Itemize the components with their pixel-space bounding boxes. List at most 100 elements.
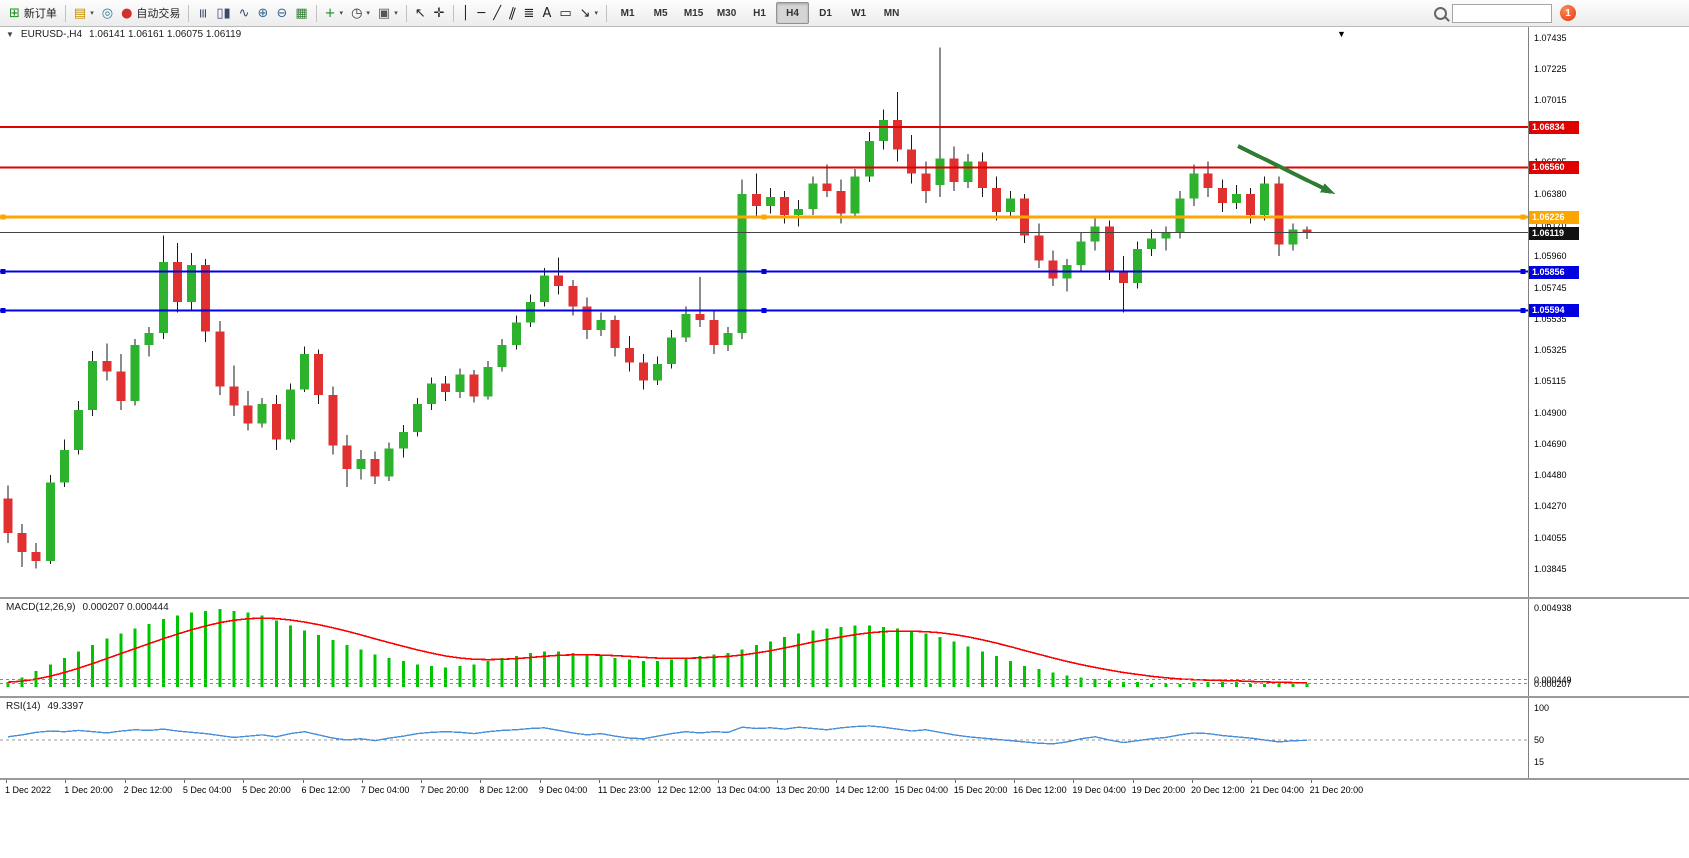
- timeframe-h1[interactable]: H1: [753, 7, 766, 19]
- notifications-badge[interactable]: 1: [1560, 5, 1576, 21]
- bear-candle: [370, 458, 380, 477]
- line-handle[interactable]: [1520, 307, 1526, 313]
- line-handle[interactable]: [761, 307, 767, 313]
- time-axis-label: 19 Dec 04:00: [1072, 785, 1126, 795]
- new-order-button[interactable]: ⊞ 新订单: [5, 3, 61, 24]
- bull-candle: [384, 448, 394, 477]
- line-handle[interactable]: [761, 214, 767, 220]
- timeframe-m1[interactable]: M1: [620, 7, 635, 19]
- price-chart-canvas[interactable]: [0, 26, 1689, 597]
- macd-panel[interactable]: MACD(12,26,9) 0.000207 0.000444 0.004938…: [0, 599, 1689, 696]
- arrow-shapes-icon: ↘: [579, 5, 591, 21]
- line-handle[interactable]: [1520, 269, 1526, 275]
- trendline-button[interactable]: ╱: [489, 3, 505, 24]
- templates-button[interactable]: ▣ ▾: [374, 3, 402, 24]
- macd-histogram-bar: [994, 656, 998, 687]
- line-handle[interactable]: [0, 307, 6, 313]
- macd-histogram-bar: [896, 628, 900, 687]
- toolbar-separator: [606, 4, 608, 22]
- line-handle[interactable]: [1520, 214, 1526, 220]
- profiles-button[interactable]: ◎: [98, 3, 117, 24]
- timeframe-m15[interactable]: M15: [683, 7, 704, 19]
- tile-windows-icon: ▦: [295, 5, 308, 21]
- time-tick: [658, 780, 660, 783]
- indicator-axis-label: 100: [1534, 703, 1550, 713]
- channel-icon: ∥: [506, 4, 518, 22]
- search-group: [1434, 3, 1552, 23]
- bull-candle: [412, 404, 422, 433]
- macd-histogram-bar: [557, 651, 561, 687]
- bear-candle: [624, 347, 634, 363]
- periods-button[interactable]: ◷ ▾: [347, 3, 374, 24]
- macd-histogram-bar: [938, 636, 942, 687]
- macd-histogram-bar: [543, 651, 547, 687]
- macd-histogram-bar: [1093, 678, 1097, 687]
- chart-shift-marker[interactable]: ▼: [1337, 29, 1346, 39]
- macd-histogram-bar: [670, 659, 674, 687]
- timeframe-w1[interactable]: W1: [851, 7, 867, 19]
- cursor-button[interactable]: ↖: [411, 3, 430, 24]
- indicators-button[interactable]: + ▾: [321, 3, 347, 24]
- time-tick: [895, 780, 897, 783]
- time-tick: [776, 780, 778, 783]
- time-axis-label: 14 Dec 12:00: [835, 785, 889, 795]
- timeframe-h4[interactable]: H4: [776, 2, 810, 24]
- line-handle[interactable]: [0, 269, 6, 275]
- crosshair-button[interactable]: ✛: [430, 3, 449, 24]
- macd-histogram-bar: [740, 649, 744, 687]
- price-chart-panel[interactable]: ▼ EURUSD-,H4 1.06141 1.06161 1.06075 1.0…: [0, 26, 1689, 597]
- price-axis-tick: 1.05535: [1534, 314, 1567, 325]
- time-tick: [599, 780, 600, 783]
- text-button[interactable]: A: [538, 3, 555, 24]
- bull-candle: [596, 319, 606, 331]
- time-tick: [954, 780, 956, 783]
- timeframe-m30[interactable]: M30: [716, 7, 737, 19]
- macd-histogram-bar: [1121, 682, 1125, 687]
- candlestick-chart-button[interactable]: ▯▮: [212, 3, 234, 24]
- timeframe-d1[interactable]: D1: [819, 7, 832, 19]
- autotrading-button[interactable]: ● 自动交易: [117, 3, 184, 24]
- macd-histogram-bar: [811, 630, 815, 687]
- toolbar-separator: [64, 4, 66, 22]
- macd-histogram-bar: [303, 630, 307, 687]
- search-input[interactable]: [1452, 3, 1552, 23]
- macd-histogram-bar: [1249, 683, 1253, 687]
- macd-histogram-bar: [119, 633, 123, 687]
- bull-candle: [74, 409, 84, 450]
- horizontal-line-button[interactable]: ─: [473, 3, 489, 24]
- channel-button[interactable]: ∥: [505, 3, 520, 24]
- timeframe-m5[interactable]: M5: [653, 7, 668, 19]
- time-tick: [302, 780, 304, 783]
- panel-resize-handle[interactable]: [0, 597, 1689, 599]
- panel-resize-handle[interactable]: [0, 778, 1689, 780]
- zoom-in-button[interactable]: ⊕: [254, 3, 273, 24]
- timeframe-mn[interactable]: MN: [883, 7, 900, 19]
- indicator-axis-label: 0.000207: [1534, 678, 1572, 689]
- line-handle[interactable]: [0, 214, 6, 220]
- tile-windows-button[interactable]: ▦: [291, 3, 311, 24]
- arrow-annotation[interactable]: [1237, 144, 1324, 190]
- time-tick: [65, 780, 67, 783]
- line-handle[interactable]: [761, 269, 767, 275]
- macd-histogram-bar: [91, 644, 95, 687]
- bear-candle: [836, 191, 846, 214]
- one-click-trading-toggle[interactable]: ▼: [6, 30, 14, 39]
- bear-candle: [568, 285, 578, 307]
- bear-candle: [610, 319, 620, 348]
- macd-histogram-bar: [288, 625, 292, 687]
- bear-candle: [1302, 229, 1312, 233]
- arrow-annotation-head[interactable]: [1320, 183, 1335, 194]
- bull-candle: [681, 313, 691, 338]
- vertical-line-button[interactable]: │: [458, 3, 474, 24]
- macd-histogram-bar: [1065, 675, 1069, 687]
- zoom-out-button[interactable]: ⊖: [272, 3, 291, 24]
- panel-resize-handle[interactable]: [0, 696, 1689, 698]
- new-chart-button[interactable]: ▤ ▾: [70, 3, 98, 24]
- macd-histogram-bar: [1220, 682, 1224, 687]
- fibonacci-button[interactable]: ≣: [520, 3, 539, 24]
- line-chart-button[interactable]: ∿: [235, 3, 254, 24]
- arrows-button[interactable]: ↘ ▾: [576, 3, 602, 24]
- label-button[interactable]: ▭: [555, 3, 575, 24]
- rsi-panel[interactable]: RSI(14) 49.3397 100 50 15: [0, 698, 1689, 778]
- bar-chart-button[interactable]: ≡: [193, 3, 212, 24]
